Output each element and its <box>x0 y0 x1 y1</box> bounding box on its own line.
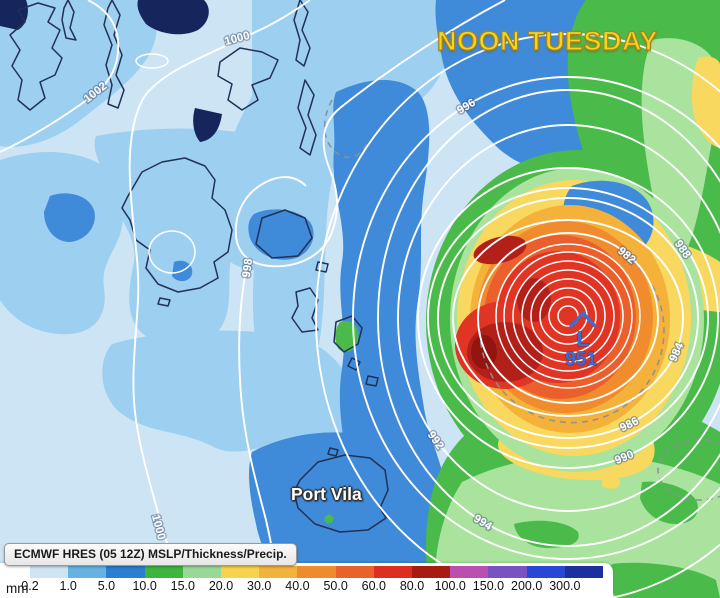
colorbar-cell: 30.0 <box>247 566 298 596</box>
colorbar-tick-label: 300.0 <box>549 579 581 593</box>
colorbar-tick-label: 50.0 <box>323 579 348 593</box>
colorbar-cell: 100.0 <box>435 566 489 596</box>
colorbar-tick-label: 1.0 <box>59 579 77 593</box>
colorbar-tick-label: 80.0 <box>399 579 425 593</box>
low-caret-icon <box>569 310 597 328</box>
colorbar-tick-label: 40.0 <box>285 579 310 593</box>
colorbar-swatch <box>526 566 565 578</box>
colorbar-cell: 1.0 <box>60 566 107 596</box>
colorbar-cell: 15.0 <box>171 566 222 596</box>
colorbar-cell: 200.0 <box>511 566 565 596</box>
isobar-rings-inner <box>495 243 641 389</box>
colorbar-swatch <box>373 566 413 578</box>
colorbar-tick-label: 30.0 <box>247 579 272 593</box>
colorbar-cell: 80.0 <box>400 566 451 596</box>
colorbar-cell: 60.0 <box>362 566 413 596</box>
isobar-label-998: 998 <box>241 257 255 278</box>
colorbar-swatch <box>488 566 527 578</box>
colorbar-tick-label: 15.0 <box>170 579 195 593</box>
colorbar-tick-label: 150.0 <box>472 579 505 593</box>
colorbar-swatch <box>297 566 336 578</box>
colorbar-swatch <box>450 566 489 578</box>
colorbar-tick-label: 0.2 <box>21 579 39 593</box>
colorbar-swatch <box>259 566 298 578</box>
colorbar-swatch <box>412 566 451 578</box>
colorbar-cells: 0.2 1.0 5.0 10.0 15.0 20.0 30.0 40.0 50.0 60.0 80.… <box>21 566 604 596</box>
colorbar-cell: 150.0 <box>473 566 527 596</box>
colorbar-tick-label: 10.0 <box>132 579 157 593</box>
colorbar-tick-label: 60.0 <box>361 579 386 593</box>
colorbar-cell: 20.0 <box>209 566 260 596</box>
colorbar-tick-label: 5.0 <box>97 579 116 593</box>
colorbar-cell: 10.0 <box>132 566 183 596</box>
colorbar-cell: 50.0 <box>323 566 374 596</box>
precip-regions-deep <box>44 0 720 598</box>
colorbar-swatch <box>144 566 183 578</box>
low-pressure-value: 951 <box>565 349 597 370</box>
colorbar-cell: 5.0 <box>98 566 145 596</box>
colorbar-tick-label: 100.0 <box>434 579 466 593</box>
colorbar-unit: mm <box>6 581 29 596</box>
land-patches <box>0 0 222 142</box>
precip-colorbar: mm 0.2 1.0 5.0 10.0 15.0 20.0 30.0 40.0 50.0 60.0… <box>0 563 613 598</box>
colorbar-swatch <box>68 566 107 578</box>
island-outlines <box>9 0 389 533</box>
low-pressure-marker: L 951 <box>565 310 598 371</box>
colorbar-cell: 0.2 <box>21 566 69 596</box>
colorbar-cell: 300.0 <box>549 566 604 596</box>
colorbar-swatch <box>106 566 145 578</box>
colorbar-tick-label: 20.0 <box>208 579 234 593</box>
colorbar-swatch <box>182 566 222 578</box>
colorbar-swatch <box>564 566 604 578</box>
city-label-port-vila: Port Vila <box>291 484 362 504</box>
colorbar-tick-label: 200.0 <box>511 579 543 593</box>
colorbar-swatch <box>335 566 374 578</box>
valid-time-label: NOON TUESDAY <box>436 25 659 56</box>
low-symbol: L <box>577 328 590 351</box>
colorbar-swatch <box>221 566 260 578</box>
model-title-badge: ECMWF HRES (05 12Z) MSLP/Thickness/Preci… <box>4 543 297 566</box>
colorbar-swatch <box>30 566 69 578</box>
colorbar-cell: 40.0 <box>285 566 336 596</box>
